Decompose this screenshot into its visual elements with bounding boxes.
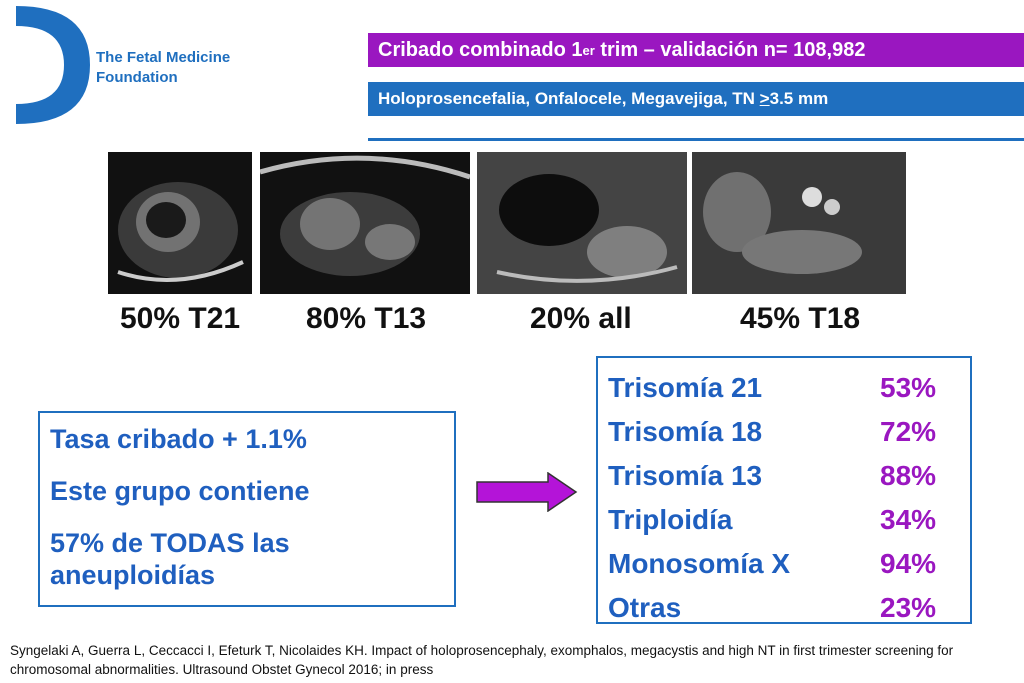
- detection-value: 34%: [880, 504, 937, 535]
- caption-2: 80% T13: [306, 302, 427, 335]
- detection-value: 94%: [880, 548, 937, 579]
- caption-3: 20% all: [530, 302, 632, 335]
- group-contains: Este grupo contiene: [50, 476, 310, 506]
- condition-label: Monosomía X: [608, 548, 791, 579]
- subtitle-pre: Holoprosencefalia, Onfalocele, Megavejig…: [378, 89, 760, 108]
- condition-label: Triploidía: [608, 504, 733, 535]
- ultrasound-image-3: [477, 152, 687, 294]
- detection-rate-box: Trisomía 21 53% Trisomía 18 72% Trisomía 1…: [596, 356, 972, 624]
- caption-1: 50% T21: [120, 302, 241, 335]
- aneuploidy-share: 57% de TODAS las aneuploidías: [50, 528, 290, 590]
- org-name-line2: Foundation: [96, 69, 178, 86]
- subtitle-ge: >: [759, 89, 770, 108]
- fmf-logo: [16, 6, 90, 124]
- right-arrow-icon: [476, 472, 578, 512]
- detection-row: Monosomía X 94%: [608, 542, 960, 586]
- subtitle-post: 3.5 mm: [769, 89, 829, 108]
- detection-value: 72%: [880, 416, 937, 447]
- title-rest: trim – validación n= 108,982: [594, 38, 866, 61]
- detection-row: Trisomía 18 72%: [608, 410, 960, 454]
- reference-citation: Syngelaki A, Guerra L, Ceccacci I, Efetu…: [10, 643, 954, 677]
- title-sup: er: [582, 42, 595, 58]
- title-main: Cribado combinado 1: [378, 38, 583, 61]
- detection-value: 23%: [880, 592, 937, 623]
- detection-value: 53%: [880, 372, 937, 403]
- caption-4: 45% T18: [740, 302, 861, 335]
- summary-box: Tasa cribado + 1.1% Este grupo contiene …: [38, 411, 456, 607]
- subtitle-banner: Holoprosencefalia, Onfalocele, Megavejig…: [368, 82, 1024, 116]
- header-divider: [368, 138, 1024, 141]
- detection-value: 88%: [880, 460, 937, 491]
- screen-positive-rate: Tasa cribado + 1.1%: [50, 424, 307, 454]
- condition-label: Trisomía 13: [608, 460, 763, 491]
- detection-row: Triploidía 34%: [608, 498, 960, 542]
- condition-label: Trisomía 21: [608, 372, 763, 403]
- detection-row: Otras 23%: [608, 586, 960, 630]
- detection-row: Trisomía 13 88%: [608, 454, 960, 498]
- condition-label: Otras: [608, 592, 682, 623]
- ultrasound-image-1: [108, 152, 252, 294]
- org-name-line1: The Fetal Medicine: [96, 49, 231, 66]
- condition-label: Trisomía 18: [608, 416, 763, 447]
- organization-name: The Fetal Medicine Foundation: [96, 48, 230, 88]
- detection-row: Trisomía 21 53%: [608, 366, 960, 410]
- title-banner: Cribado combinado 1 er trim – validación …: [368, 33, 1024, 67]
- ultrasound-image-2: [260, 152, 470, 294]
- ultrasound-image-4: [692, 152, 906, 294]
